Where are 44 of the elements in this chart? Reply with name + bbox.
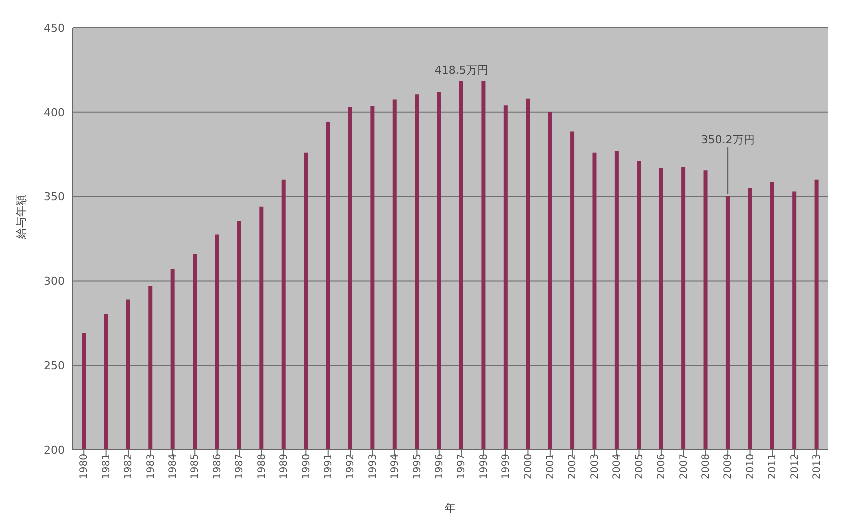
x-tick-label: 1981	[101, 454, 112, 480]
x-tick-label: 1987	[234, 454, 246, 480]
x-tick-label: 1985	[190, 454, 202, 480]
x-tick-label: 1980	[79, 454, 90, 480]
x-tick-label: 1990	[301, 454, 312, 480]
x-tick-label: 1991	[323, 454, 334, 480]
x-tick-label: 2006	[656, 454, 668, 480]
y-tick-label: 400	[44, 106, 65, 120]
x-tick-label: 1984	[168, 454, 180, 480]
x-tick-label: 1989	[279, 454, 290, 480]
x-tick-label: 1995	[412, 454, 424, 480]
x-tick-label: 2007	[678, 454, 690, 480]
x-axis-title: 年	[445, 502, 456, 515]
y-tick-label: 450	[44, 22, 65, 35]
x-tick-label: 1992	[346, 454, 357, 480]
annotation: 418.5万円	[434, 64, 488, 78]
y-tick-label: 300	[44, 275, 65, 288]
x-tick-label: 1982	[124, 454, 135, 480]
x-tick-label: 2004	[612, 454, 624, 480]
x-tick-label: 2012	[790, 454, 801, 480]
x-tick-label: 2005	[634, 454, 646, 480]
x-tick-label: 2002	[568, 454, 579, 480]
x-tick-label: 1986	[212, 454, 224, 480]
x-tick-label: 1999	[501, 454, 512, 480]
x-tick-label: 2000	[523, 454, 534, 480]
x-tick-label: 2013	[812, 454, 823, 480]
y-tick-label: 250	[44, 360, 65, 373]
x-tick-label: 2011	[768, 454, 779, 480]
x-tick-label: 1988	[256, 454, 268, 480]
y-tick-label: 350	[44, 190, 65, 204]
x-tick-label: 1997	[456, 454, 468, 480]
annotation: 350.2万円	[701, 133, 755, 146]
x-tick-label: 1998	[478, 454, 490, 480]
x-tick-label: 1996	[434, 454, 446, 480]
x-tick-label: 1994	[390, 454, 402, 480]
x-tick-label: 1993	[368, 454, 379, 480]
x-tick-label: 2001	[546, 454, 557, 480]
x-tick-label: 2009	[723, 454, 734, 480]
x-tick-label: 2003	[590, 454, 601, 480]
y-axis-title: 給与年額	[14, 195, 28, 240]
x-tick-label: 2010	[745, 454, 756, 480]
y-tick-label: 200	[44, 444, 65, 457]
x-tick-label: 2008	[700, 454, 712, 480]
x-tick-label: 1983	[146, 454, 157, 480]
